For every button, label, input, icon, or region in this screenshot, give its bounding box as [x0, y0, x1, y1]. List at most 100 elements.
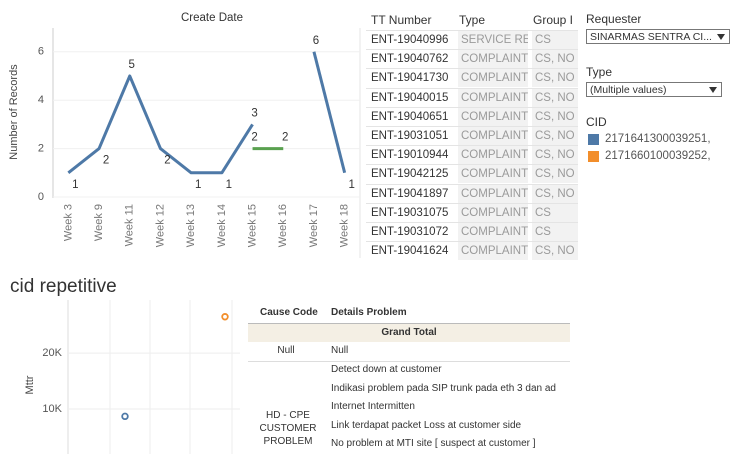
table-cell: CS, NO — [530, 165, 578, 184]
table-cell: CS, NO — [530, 146, 578, 165]
table-cell: Null — [331, 345, 349, 356]
line-series — [67, 74, 254, 175]
column-header: Cause Code — [260, 307, 318, 318]
table-cell: ENT-19040996 — [371, 34, 449, 46]
table-cell: CS — [530, 223, 578, 241]
table-cell: CS, NO — [530, 107, 578, 126]
table-cell: ENT-19031075 — [371, 206, 449, 219]
table-cell: ENT-19041624 — [371, 245, 449, 258]
y-axis-title: Mttr — [24, 375, 36, 394]
column-header: Group I — [533, 13, 574, 27]
y-tick-label: 20K — [42, 347, 62, 359]
row-divider — [366, 68, 578, 70]
table-cell: COMPLAINT — [456, 50, 528, 69]
row-divider — [366, 241, 578, 243]
column-header: Details Problem — [331, 307, 407, 318]
legend-swatch — [588, 151, 599, 162]
table-cell: CS, NO — [530, 242, 578, 260]
column-header: TT Number — [371, 13, 432, 27]
y-axis-title: Number of Records — [8, 64, 20, 160]
table-cell: CS, NO — [530, 69, 578, 88]
table-cell: Internet Intermitten — [331, 401, 415, 412]
x-tick-label: Week 15 — [246, 204, 258, 247]
table-cell: ENT-19031072 — [371, 226, 449, 238]
table-cell: No problem at MTI site [ suspect at cust… — [331, 438, 536, 449]
y-tick-label: 4 — [38, 94, 44, 106]
scatter-point — [121, 412, 129, 421]
row-divider — [366, 164, 578, 166]
x-tick-label: Week 14 — [216, 204, 228, 247]
group-cell: HD - CPE CUSTOMER PROBLEM — [259, 410, 317, 447]
table-cell: COMPLAINT — [456, 88, 528, 107]
table-cell: COMPLAINT — [456, 127, 528, 145]
header-divider — [248, 323, 570, 324]
table-cell: Indikasi problem pada SIP trunk pada eth… — [331, 382, 556, 394]
data-label: 1 — [72, 179, 78, 191]
dropdown-arrow — [717, 34, 725, 40]
table-cell: COMPLAINT — [456, 69, 528, 88]
table-cell: CS, NO — [530, 184, 578, 203]
data-label: 1 — [226, 179, 232, 191]
table-cell: ENT-19031051 — [371, 130, 449, 142]
row-divider — [366, 202, 578, 204]
table-cell: ENT-19040762 — [371, 53, 449, 66]
scatter-point — [221, 313, 229, 321]
cause-table: Cause Code Details Problem Grand Total Null… — [248, 304, 570, 454]
table-cell: ENT-19010944 — [371, 149, 449, 162]
line-series — [312, 51, 347, 174]
table-cell: ENT-19041897 — [371, 187, 449, 200]
data-label: 1 — [348, 179, 354, 191]
table-cell: ENT-19040651 — [371, 110, 449, 123]
data-label: 2 — [164, 155, 170, 167]
row-divider — [366, 183, 578, 185]
x-tick-label: Week 3 — [62, 204, 74, 241]
data-label: 2 — [103, 155, 109, 167]
y-tick-label: 6 — [38, 46, 44, 58]
row-divider — [366, 145, 578, 147]
table-cell: ENT-19041730 — [371, 72, 449, 85]
x-tick-label: Week 11 — [124, 204, 136, 246]
data-label: 3 — [251, 107, 257, 119]
table-cell: COMPLAINT — [456, 107, 528, 126]
table-cell: COMPLAINT — [456, 203, 528, 222]
x-tick-label: Week 18 — [339, 204, 351, 247]
filter-label: Requester — [586, 12, 642, 26]
chart-title: Create Date — [181, 12, 243, 24]
data-label: 2 — [251, 132, 257, 144]
y-tick-label: 10K — [42, 403, 62, 415]
legend-item: 2171660100039252, — [586, 150, 736, 165]
row-divider — [366, 106, 578, 108]
ticket-table: TT Number Type Group I ENT-19040996 SERVICE … — [366, 10, 578, 260]
table-cell: CS, NO — [530, 127, 578, 145]
section-title: cid repetitive — [10, 276, 117, 297]
table-cell: SERVICE RE... — [456, 31, 528, 49]
row-divider — [248, 361, 570, 362]
table-cell: Detect down at customer — [331, 364, 442, 375]
dropdown-arrow — [709, 87, 717, 93]
x-tick-label: Week 17 — [308, 204, 320, 247]
table-cell: Link terdapat packet Loss at customer si… — [331, 419, 522, 431]
x-tick-label: Week 13 — [185, 204, 197, 247]
scatter-chart: Mttr 10K 20K — [24, 300, 240, 454]
y-tick-label: 0 — [38, 191, 44, 203]
legend-item: 2171641300039251, — [586, 133, 736, 148]
table-cell: CS, NO — [530, 50, 578, 69]
type-dropdown[interactable]: (Multiple values) — [586, 82, 722, 97]
table-cell: CS — [530, 31, 578, 49]
legend-title: CID — [586, 115, 607, 129]
column-header: Type — [459, 13, 486, 27]
table-cell: COMPLAINT — [456, 165, 528, 184]
table-cell: Null — [277, 345, 295, 356]
dropdown-value: SINARMAS SENTRA CI... — [590, 31, 712, 43]
table-cell: CS, NO — [530, 88, 578, 107]
line-chart: Create Date Number of Records 0 2 4 6 Week 3… — [8, 12, 361, 258]
row-divider — [366, 87, 578, 89]
dropdown-value: (Multiple values) — [590, 84, 667, 96]
row-divider — [366, 30, 578, 31]
row-divider — [366, 222, 578, 223]
data-label: 6 — [313, 35, 319, 47]
requester-dropdown[interactable]: SINARMAS SENTRA CI... — [586, 29, 730, 44]
data-label: 1 — [195, 179, 201, 191]
table-cell: ENT-19042125 — [371, 168, 449, 181]
